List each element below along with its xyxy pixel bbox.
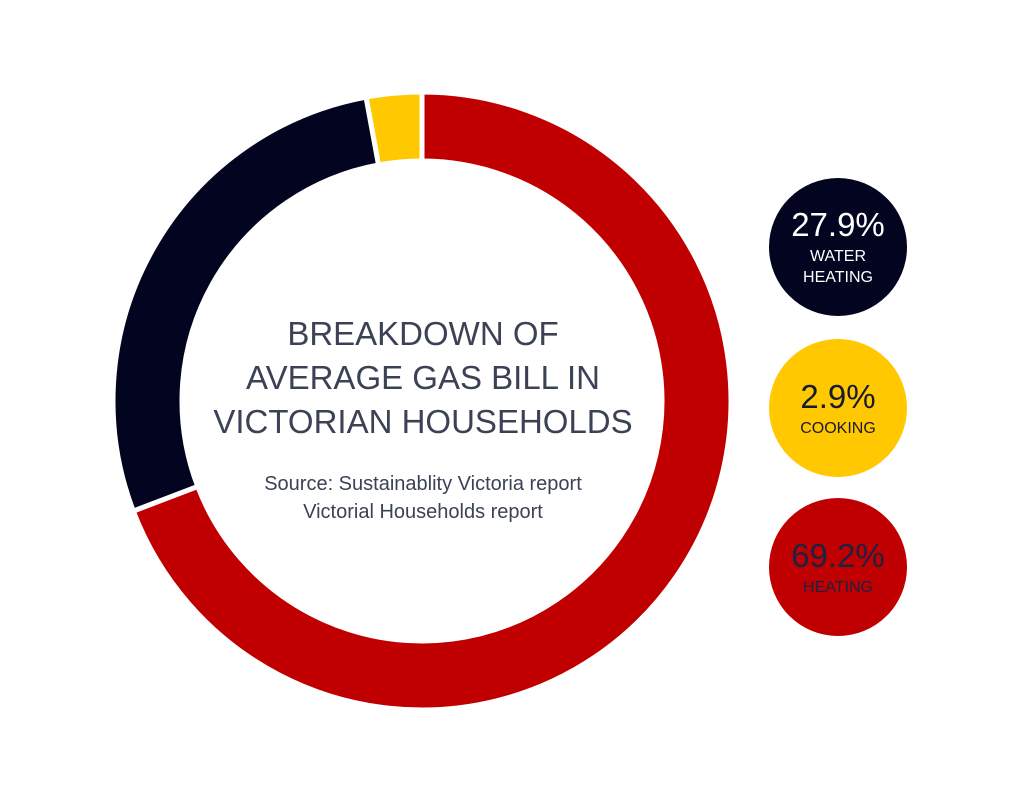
donut-slice <box>110 94 382 515</box>
chart-title: BREAKDOWN OF AVERAGE GAS BILL IN VICTORI… <box>213 315 633 440</box>
donut-slice <box>130 89 734 713</box>
legend-label: COOKING <box>800 419 876 437</box>
legend-badge: 27.9% WATER HEATING <box>769 178 907 316</box>
value-label: 27.9% <box>791 206 885 243</box>
legend-badge: 2.9% COOKING <box>769 339 907 477</box>
chart-source: Source: Sustainablity Victoria report Vi… <box>264 473 582 523</box>
value-label: 2.9% <box>800 377 876 415</box>
legend-label: HEATING <box>803 578 873 596</box>
value-label: 69.2% <box>791 536 885 574</box>
legend-badge: 69.2% HEATING <box>769 498 907 636</box>
legend-label: WATER HEATING <box>803 248 873 286</box>
